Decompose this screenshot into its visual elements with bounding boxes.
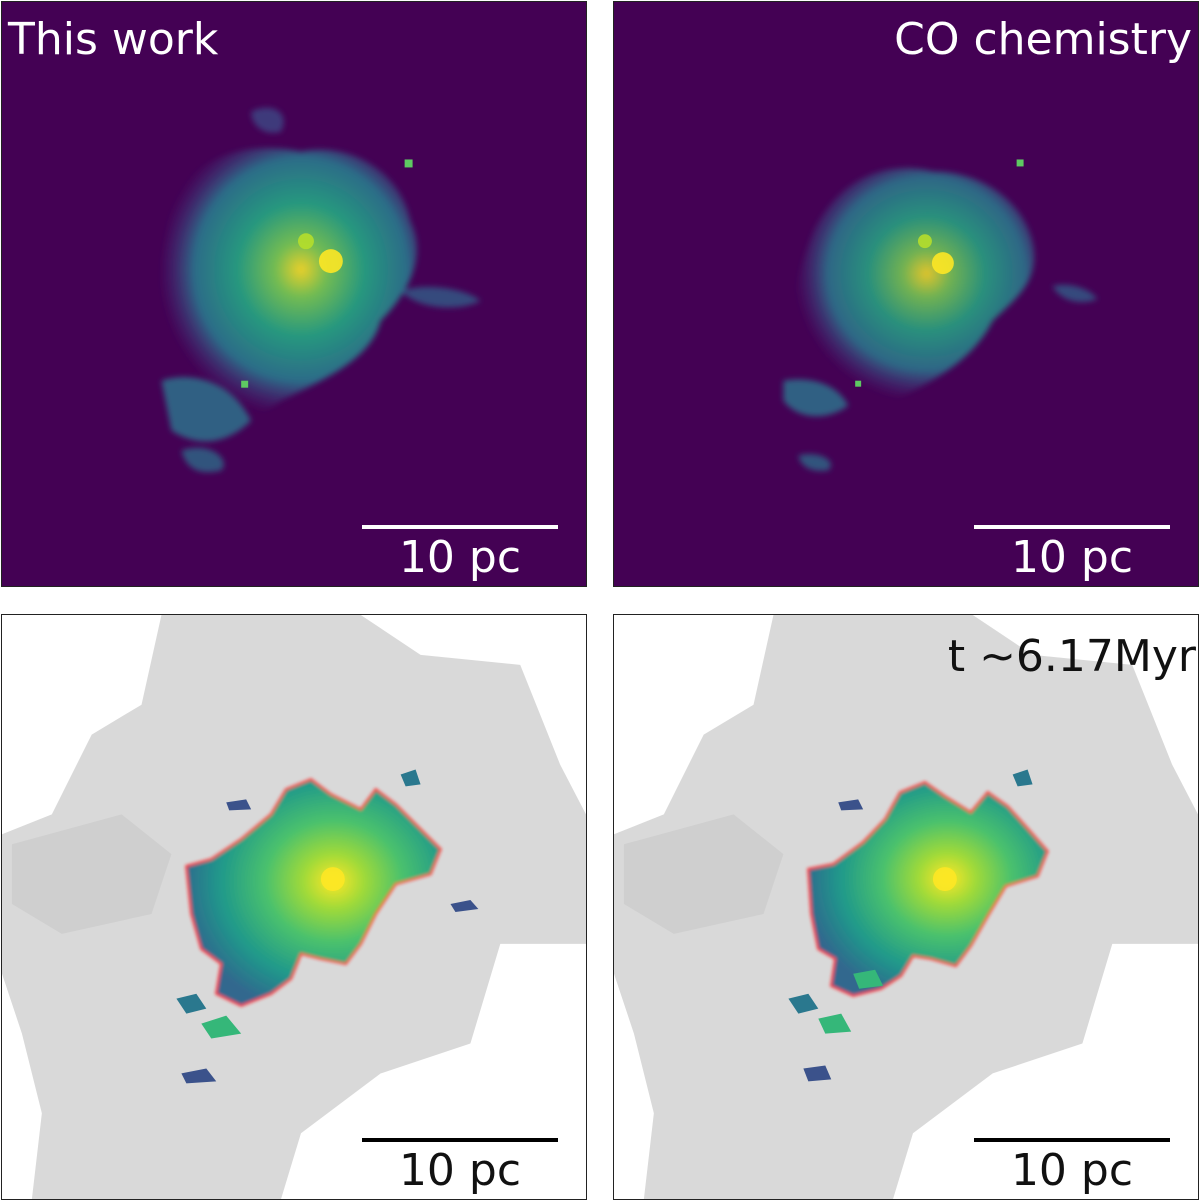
scale-label: 10 pc	[398, 1145, 522, 1196]
panel-contour-left: 10 pc	[1, 614, 587, 1200]
scale-bar	[362, 525, 558, 529]
density-map	[2, 615, 586, 1199]
panel-this-work: This work 10 pc	[1, 1, 587, 587]
time-annotation: t ~6.17Myr	[947, 631, 1196, 682]
panel-title: CO chemistry	[894, 14, 1192, 65]
panel-title: This work	[8, 14, 219, 65]
scale-label: 10 pc	[1010, 532, 1134, 583]
bright-core	[318, 249, 343, 274]
panel-co-chemistry: CO chemistry 10 pc	[613, 1, 1199, 587]
emission-map	[158, 107, 481, 473]
scale-bar	[974, 525, 1170, 529]
emission-map	[783, 159, 1098, 471]
panel-contour-right: t ~6.17Myr 10 pc	[613, 614, 1199, 1200]
scale-bar	[974, 1138, 1170, 1142]
density-map	[614, 615, 1198, 1199]
cloud-contour	[185, 778, 442, 1007]
bright-core	[931, 252, 954, 275]
scale-label: 10 pc	[1010, 1145, 1134, 1196]
cloud-contour	[807, 781, 1049, 997]
scale-label: 10 pc	[398, 532, 522, 583]
scale-bar	[362, 1138, 558, 1142]
